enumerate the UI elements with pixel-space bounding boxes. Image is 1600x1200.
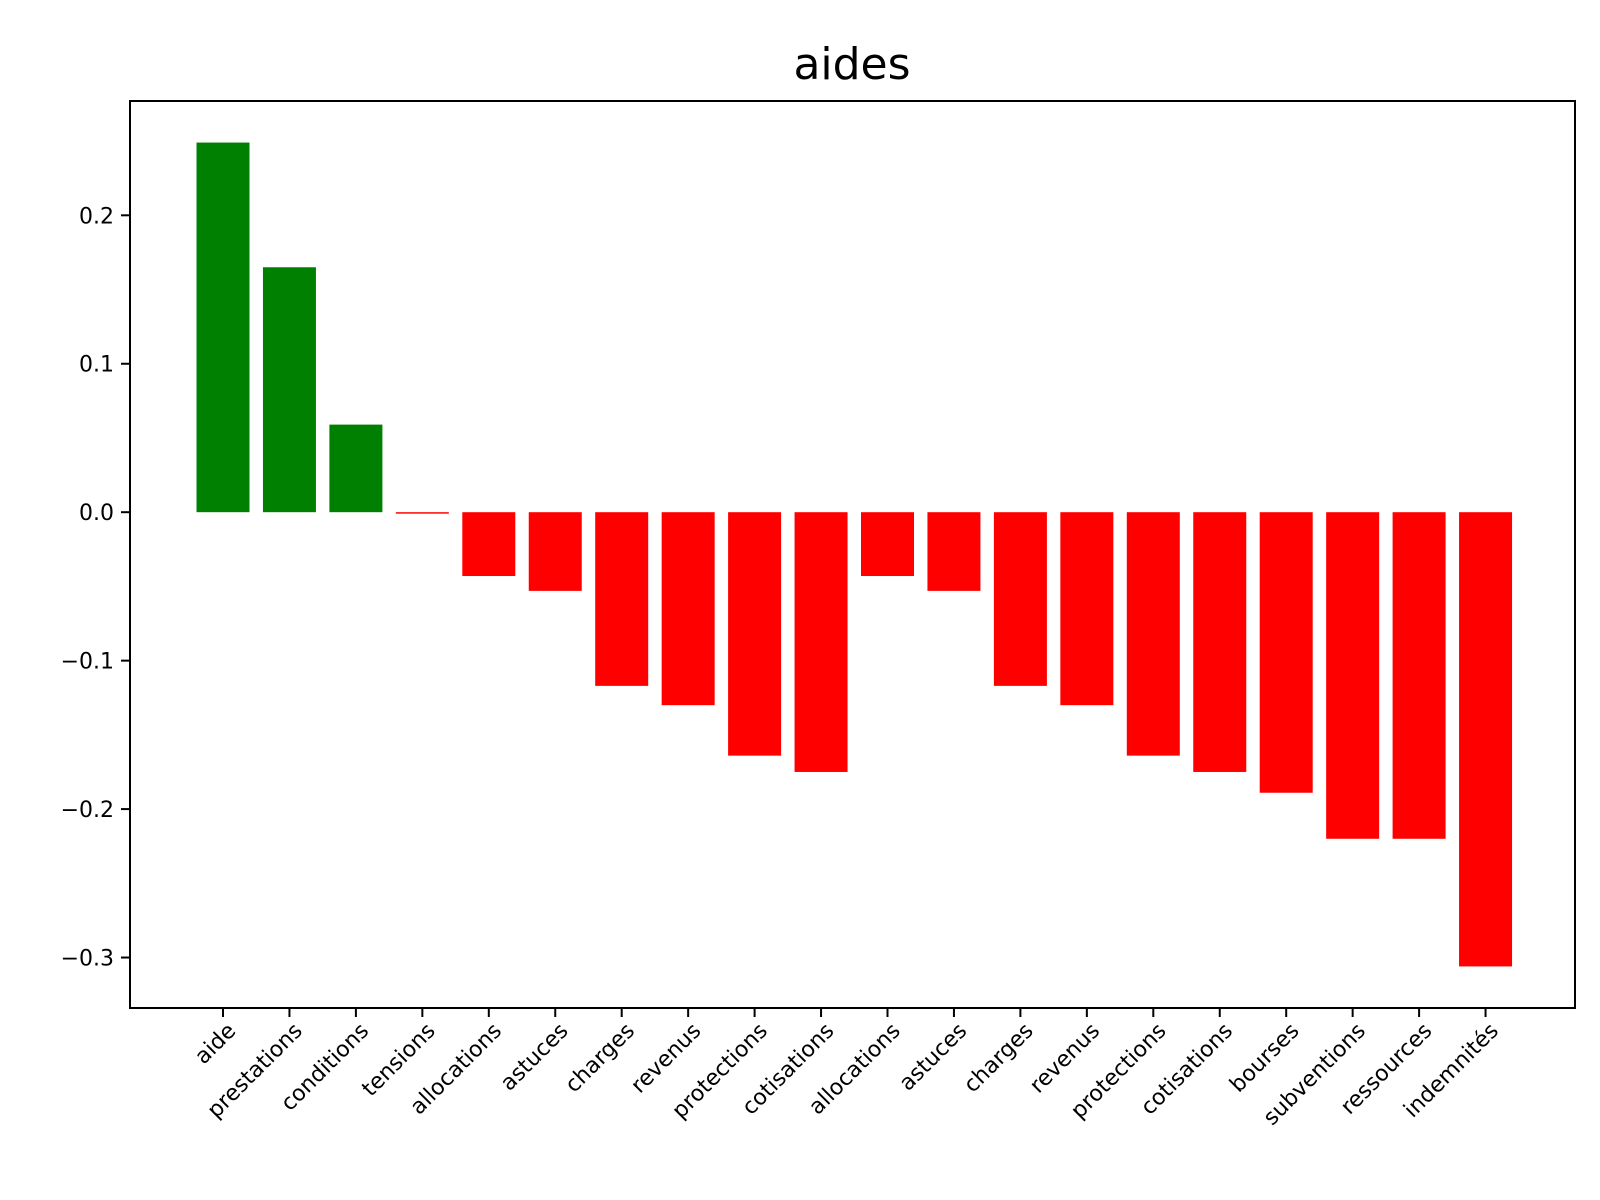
x-axis: aideprestationsconditionstensionsallocat… [190,1008,1504,1131]
chart-title: aides [793,39,910,90]
bar [395,512,449,514]
x-tick-label: charges [959,1019,1038,1098]
bars-layer [196,142,1513,967]
x-tick-label: aide [190,1019,241,1070]
x-tick-label: charges [561,1019,640,1098]
bar [861,512,914,577]
y-tick-label: 0.0 [79,501,114,526]
y-tick-label: 0.1 [79,353,114,378]
x-tick-label: astuces [496,1019,574,1097]
y-tick-label: 0.2 [79,204,114,229]
bar [1459,512,1513,967]
bar [462,512,516,577]
bar [528,512,582,591]
bar [794,512,848,772]
bar [1060,512,1114,706]
bar [262,267,316,513]
bar [1392,512,1446,839]
plot-area-frame [129,100,1576,1009]
x-tick-label: astuces [895,1019,973,1097]
bar [1193,512,1247,772]
bar [661,512,715,706]
bar [595,512,649,686]
y-tick-label: −0.1 [61,650,114,675]
bar [927,512,981,591]
y-axis: −0.3 −0.2 −0.1 0.0 0.1 0.2 [61,204,130,972]
bar [728,512,782,756]
bar [993,512,1047,686]
bar [1326,512,1380,839]
bar [196,142,250,513]
bar [1126,512,1180,756]
bar [329,424,383,513]
y-tick-label: −0.2 [61,798,114,823]
bar [1259,512,1313,793]
y-tick-label: −0.3 [61,947,114,972]
